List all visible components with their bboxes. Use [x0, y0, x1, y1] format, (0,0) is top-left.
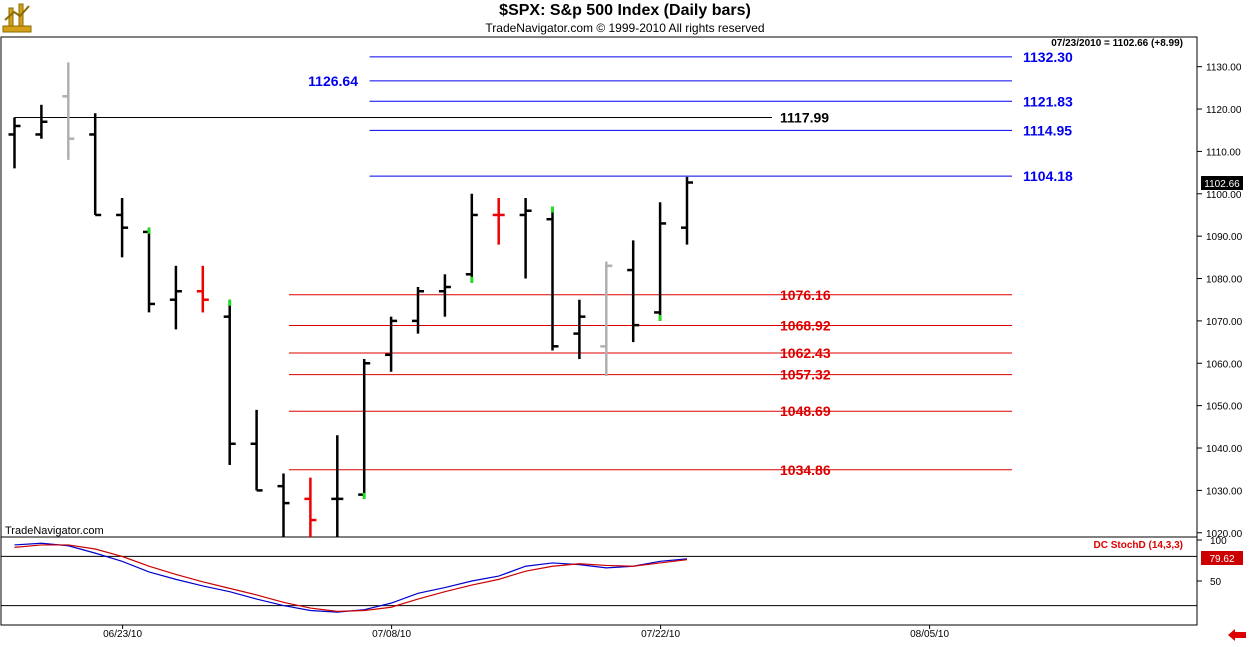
level-label: 1114.95 [1023, 122, 1072, 138]
price-axis-tick-label: 1100.00 [1206, 190, 1242, 201]
price-axis-tick-label: 1110.00 [1206, 147, 1241, 158]
copyright-text: TradeNavigator.com © 1999-2010 All right… [485, 21, 765, 35]
price-bars [8, 62, 693, 537]
level-label: 1057.32 [780, 367, 831, 383]
level-label: 1034.86 [780, 462, 831, 478]
ohlc-bar [385, 316, 398, 372]
level-label: 1104.18 [1023, 168, 1073, 184]
price-axis-tick-label: 1020.00 [1206, 529, 1243, 540]
current-price-marker: 1102.66 [1201, 176, 1243, 190]
chart-header: $SPX: S&p 500 Index (Daily bars) TradeNa… [0, 0, 1250, 37]
stoch-axis-tick-label: 100 [1210, 536, 1227, 547]
ohlc-bar [304, 477, 317, 537]
price-axis-tick-label: 1070.00 [1206, 317, 1243, 328]
date-axis: 06/23/10 07/08/10 07/22/10 08/05/10 [1, 624, 1197, 640]
ohlc-bar [250, 409, 263, 492]
price-axis: 1020.00 1030.00 1040.00 1050.00 1060.00 1070.… [1197, 63, 1243, 540]
ohlc-bar [358, 359, 371, 499]
ohlc-bar [35, 104, 48, 139]
stoch-current-value-label: 79.62 [1209, 554, 1234, 565]
scroll-left-arrow-icon[interactable] [1226, 628, 1248, 642]
date-axis-label: 08/05/10 [910, 629, 949, 640]
ohlc-bar [654, 202, 667, 321]
level-label: 1117.99 [780, 110, 829, 126]
ohlc-bar [196, 265, 209, 313]
level-label: 1062.43 [780, 345, 831, 361]
ohlc-bar [412, 287, 424, 334]
trade-navigator-logo-icon [2, 2, 32, 34]
level-label: 1132.30 [1023, 49, 1073, 65]
date-axis-label: 07/22/10 [641, 629, 680, 640]
watermark-text: TradeNavigator.com [5, 525, 104, 537]
ohlc-bar [169, 265, 182, 330]
ohlc-bar [627, 240, 640, 343]
ohlc-bar [116, 198, 129, 258]
price-axis-tick-label: 1060.00 [1206, 359, 1243, 370]
price-panel[interactable] [0, 36, 1198, 538]
ohlc-bar [681, 176, 693, 245]
price-axis-tick-label: 1130.00 [1206, 63, 1242, 74]
stoch-current-marker: 79.62 [1201, 551, 1243, 565]
ohlc-bar [143, 227, 155, 313]
price-axis-tick-label: 1040.00 [1206, 444, 1243, 455]
stoch-series-line [14, 544, 688, 612]
chart-title: $SPX: S&p 500 Index (Daily bars) [499, 2, 751, 19]
stoch-lines: 50 100 [1, 536, 1227, 613]
ohlc-bar [277, 473, 290, 537]
level-label: 1076.16 [780, 287, 831, 303]
last-bar-readout: 07/23/2010 = 1102.66 (+8.99) [1051, 38, 1183, 49]
level-lines: 1132.30 1126.64 1121.83 1117.99 1114.95 1104.… [14, 49, 1073, 478]
ohlc-bar [331, 435, 344, 537]
stoch-indicator-label: DC StochD (14,3,3) [1094, 540, 1183, 551]
stoch-axis-tick-label: 50 [1210, 577, 1222, 588]
ohlc-bar [223, 299, 236, 465]
level-label: 1068.92 [780, 317, 831, 333]
price-axis-tick-label: 1080.00 [1206, 275, 1243, 286]
price-axis-tick-label: 1030.00 [1206, 486, 1243, 497]
ohlc-bar [438, 274, 451, 317]
ohlc-bar [573, 299, 586, 360]
ohlc-bar [546, 206, 559, 351]
ohlc-bar [62, 62, 75, 160]
price-axis-tick-label: 1120.00 [1206, 105, 1242, 116]
date-axis-label: 07/08/10 [372, 629, 411, 640]
date-axis-label: 06/23/10 [103, 629, 142, 640]
level-label: 1126.64 [308, 73, 358, 89]
price-axis-tick-label: 1050.00 [1206, 402, 1243, 413]
level-label: 1048.69 [780, 403, 831, 419]
level-label: 1121.83 [1023, 93, 1073, 109]
price-axis-tick-label: 1090.00 [1206, 232, 1243, 243]
ohlc-bar [600, 261, 613, 376]
ohlc-bar [492, 198, 505, 245]
current-price-label: 1102.66 [1204, 179, 1240, 190]
ohlc-bar [519, 198, 532, 279]
ohlc-bar [8, 117, 21, 169]
ohlc-bar [89, 113, 102, 217]
ohlc-bar [465, 193, 478, 283]
